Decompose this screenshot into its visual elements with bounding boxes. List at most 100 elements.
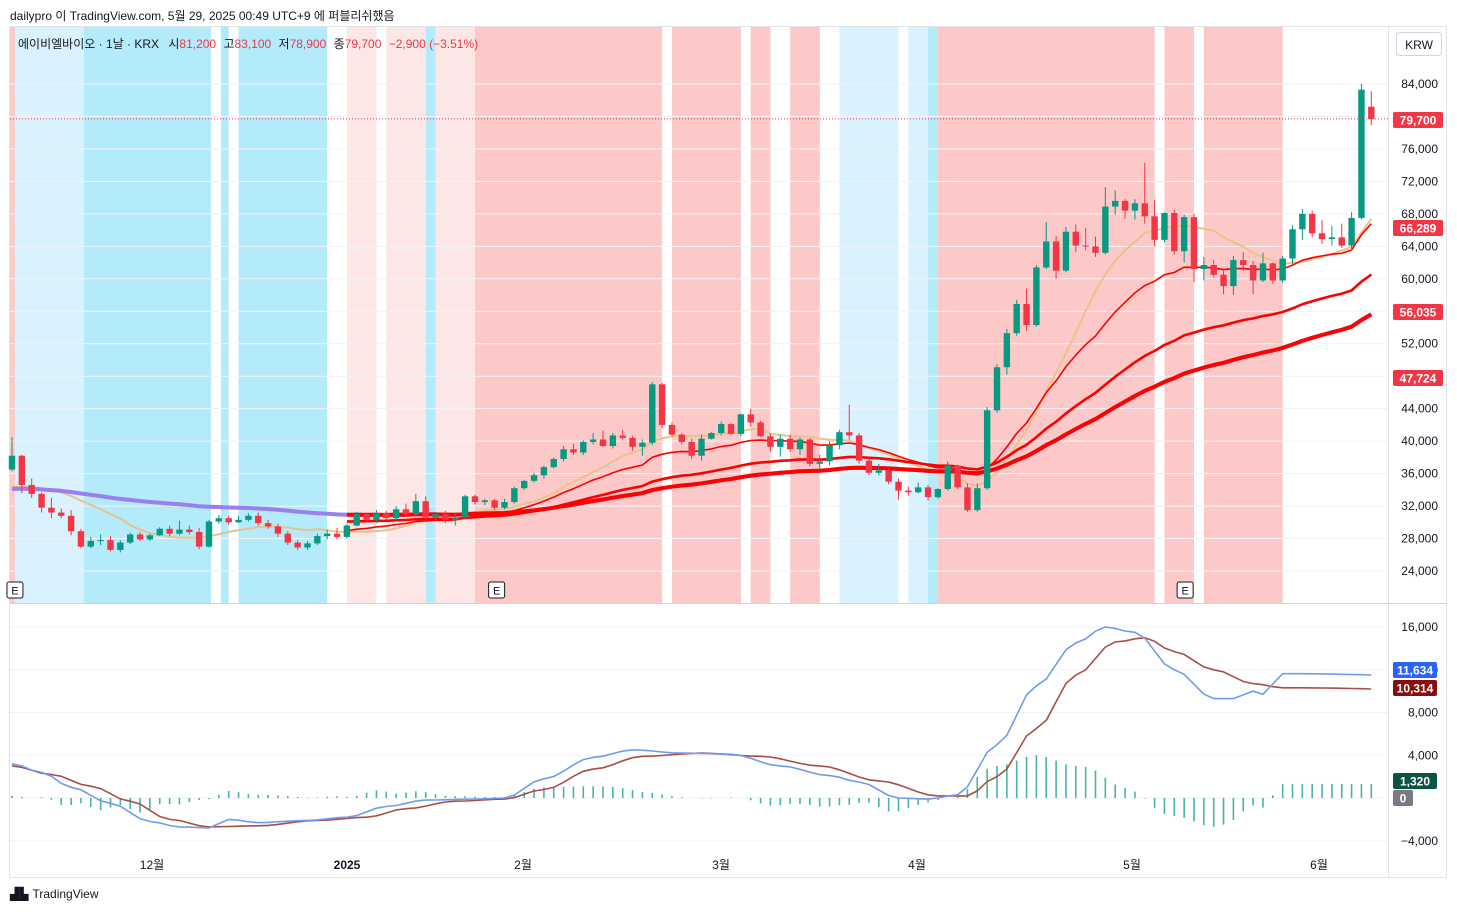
tradingview-brand: ▟▙ TradingView <box>10 887 99 901</box>
candle-body <box>718 424 725 434</box>
background-zone <box>928 27 938 603</box>
macd-tick-label: −4,000 <box>1401 834 1438 848</box>
candle-body <box>107 540 114 550</box>
candle-body <box>77 531 85 547</box>
candle-body <box>580 441 587 453</box>
earnings-marker-box <box>6 581 24 599</box>
price-tick-label: 36,000 <box>1401 467 1438 481</box>
price-tick-label: 44,000 <box>1401 402 1438 416</box>
price-tag-label: 47,724 <box>1400 372 1437 386</box>
candle-body <box>304 543 311 548</box>
time-tick-label: 4월 <box>908 858 926 872</box>
price-tick-label: 28,000 <box>1401 532 1438 546</box>
candle-body <box>639 442 646 447</box>
candle-body <box>1092 246 1099 253</box>
candle-body <box>806 439 814 464</box>
symbol-legend: 에이비엘바이오 · 1날 · KRX 시81,200 고83,100 저78,9… <box>18 35 478 52</box>
candle-body <box>442 514 449 520</box>
candle-body <box>412 501 420 515</box>
candle-body <box>875 470 882 473</box>
candles <box>8 84 1375 553</box>
candle-body <box>383 513 390 519</box>
candle-body <box>28 484 35 494</box>
candle-body <box>1072 231 1079 246</box>
macd-tag <box>1393 662 1437 678</box>
earnings-marker-box <box>488 581 506 599</box>
background-zone <box>671 27 741 603</box>
candle-body <box>156 528 163 536</box>
candle-body <box>8 455 16 470</box>
candle-body <box>944 465 951 490</box>
price-tick-label: 84,000 <box>1401 77 1438 91</box>
macd-tag-label: 1,320 <box>1400 775 1430 789</box>
macd-tick-label: 4,000 <box>1408 748 1438 762</box>
candle-body <box>885 470 892 482</box>
candle-body <box>855 435 863 461</box>
candle-body <box>1180 217 1188 252</box>
candle-body <box>589 439 597 442</box>
ma-tan-line <box>11 218 1373 539</box>
publish-header: dailypro 이 TradingView.com, 5월 29, 2025 … <box>10 9 395 23</box>
candle-body <box>205 521 213 547</box>
price-tick-label: 72,000 <box>1401 174 1438 188</box>
candle-body <box>294 542 301 548</box>
candle-body <box>225 518 232 523</box>
candle-body <box>402 509 410 515</box>
candle-body <box>392 509 400 519</box>
tradingview-logo-icon: ▟▙ <box>10 887 29 901</box>
candle-body <box>1368 106 1375 119</box>
candle-body <box>1309 213 1316 234</box>
candle-body <box>668 424 676 435</box>
macd-tag <box>1393 790 1413 806</box>
macd-tag <box>1393 680 1437 696</box>
time-tick-label: 3월 <box>712 858 730 872</box>
candle-body <box>1338 237 1345 246</box>
candle-body <box>1023 303 1030 326</box>
candle-body <box>599 439 607 447</box>
macd-tick-label: 16,000 <box>1401 620 1438 634</box>
time-tick-label: 6월 <box>1310 858 1328 872</box>
candle-body <box>1013 303 1020 334</box>
candle-body <box>511 488 518 503</box>
candle-body <box>1003 333 1011 368</box>
candle-body <box>540 467 548 476</box>
candle-body <box>550 458 557 468</box>
legend-close: 79,700 <box>344 37 382 51</box>
price-tick-label: 52,000 <box>1401 337 1438 351</box>
candle-body <box>67 515 75 532</box>
candle-body <box>136 534 144 540</box>
candle-body <box>1062 231 1070 271</box>
background-zone <box>220 27 229 603</box>
brand-label: TradingView <box>32 887 99 901</box>
currency-button[interactable]: KRW <box>1396 32 1442 56</box>
candle-body <box>1082 245 1089 247</box>
candle-body <box>235 519 242 523</box>
background-zones <box>10 27 1283 603</box>
candle-body <box>747 414 754 423</box>
candle-body <box>1102 206 1109 253</box>
price-tags: 79,700 66,289 56,035 47,724 11,634 10,314 1,32… <box>1393 112 1443 806</box>
candle-body <box>767 436 774 447</box>
candle-body <box>678 434 685 442</box>
macd-line <box>11 626 1372 829</box>
candle-body <box>146 535 154 540</box>
legend-symbol: 에이비엘바이오 · 1날 · KRX <box>18 37 159 51</box>
candle-body <box>836 432 843 446</box>
price-tag-label: 66,289 <box>1400 222 1437 236</box>
earnings-marker: E <box>1181 586 1188 598</box>
candle-body <box>1112 200 1119 207</box>
candle-body <box>215 518 223 522</box>
candle-body <box>964 487 971 511</box>
price-tag <box>1393 304 1443 320</box>
candle-body <box>1348 217 1355 246</box>
price-tag <box>1393 370 1443 386</box>
candle-body <box>777 438 784 447</box>
price-tick-label: 24,000 <box>1401 564 1438 578</box>
candle-body <box>87 540 94 547</box>
candle-body <box>1171 213 1178 252</box>
background-zone <box>1164 27 1194 603</box>
legend-close-label: 종 <box>333 37 345 51</box>
candle-body <box>127 534 134 543</box>
candle-body <box>1190 217 1198 270</box>
